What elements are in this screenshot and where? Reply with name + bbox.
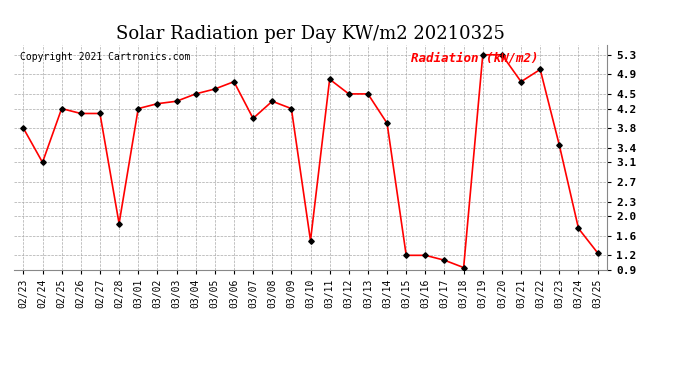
Text: Copyright 2021 Cartronics.com: Copyright 2021 Cartronics.com (20, 52, 190, 62)
Text: Radiation (kW/m2): Radiation (kW/m2) (411, 52, 539, 65)
Title: Solar Radiation per Day KW/m2 20210325: Solar Radiation per Day KW/m2 20210325 (116, 26, 505, 44)
